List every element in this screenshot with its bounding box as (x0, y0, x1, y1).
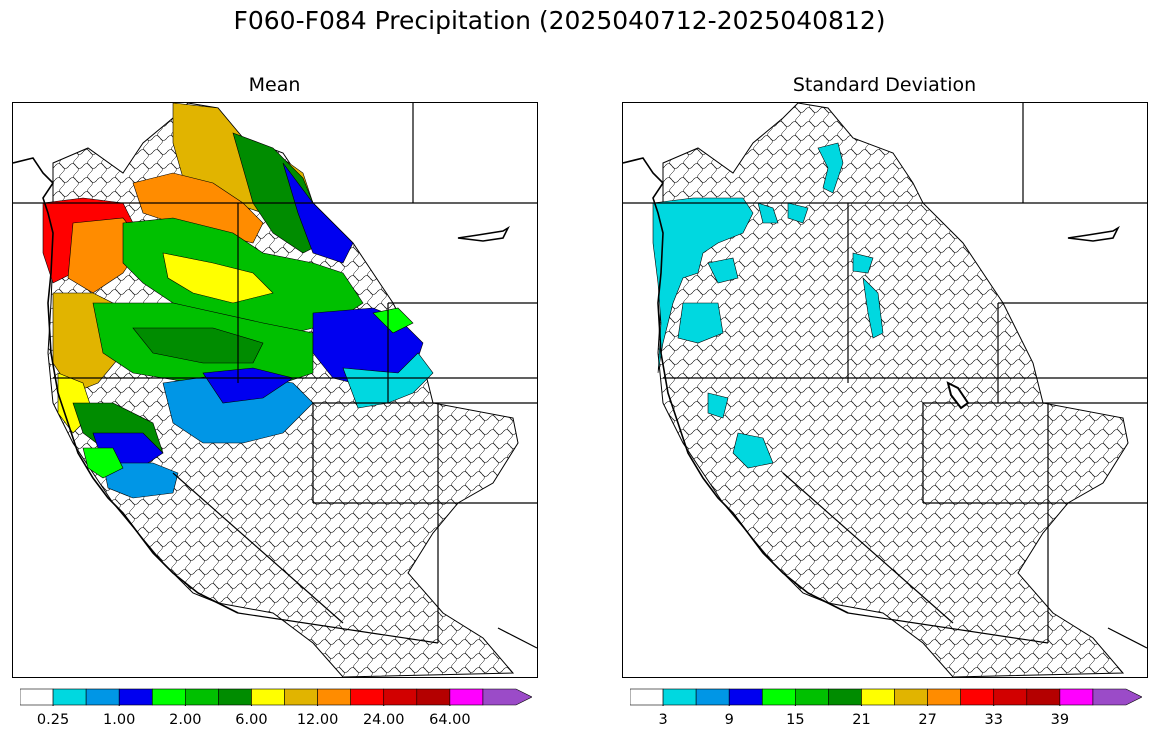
colorbar-tick-label: 21 (852, 712, 871, 728)
colorbar-swatch (630, 688, 664, 706)
colorbar-swatch (695, 688, 730, 706)
mean-colorbar (20, 688, 532, 706)
colorbar-tick-label: 0.25 (36, 712, 70, 728)
colorbar-swatch (251, 688, 285, 706)
colorbar-tick-label: 64.00 (429, 712, 471, 728)
colorbar-swatch (118, 688, 153, 706)
colorbar-swatch (52, 688, 87, 706)
coastline (623, 157, 849, 614)
stddev-colorbar (630, 688, 1142, 706)
mean-map-svg (13, 103, 537, 677)
colorbar-swatch (85, 688, 120, 706)
colorbar-swatch (317, 688, 351, 706)
colorbar-swatch (993, 688, 1028, 706)
colorbar-tick-label: 33 (984, 712, 1003, 728)
colorbar-swatch (20, 688, 54, 706)
mean-colorbar-labels: 0.25 1.00 2.00 6.00 12.00 24.00 64.00 (20, 712, 532, 732)
colorbar-swatch (416, 688, 451, 706)
colorbar-tick-label: 24.00 (362, 712, 405, 728)
state-borders (13, 103, 537, 649)
basin-domain (657, 103, 1129, 677)
colorbar-swatch (828, 688, 862, 706)
colorbar-swatch (185, 688, 219, 706)
colorbar-tick-label: 3 (658, 712, 668, 728)
colorbar-tick-label: 15 (786, 712, 805, 728)
colorbar-swatch (894, 688, 928, 706)
colorbar-swatch (383, 688, 418, 706)
stddev-colorbar-labels: 3 9 15 21 27 33 39 (630, 712, 1142, 732)
colorbar-swatch (1092, 688, 1142, 706)
colorbar-swatch (1026, 688, 1061, 706)
figure-title: F060-F084 Precipitation (2025040712-2025… (233, 6, 886, 35)
great-lakes (1067, 225, 1120, 242)
colorbar-swatch (449, 688, 484, 706)
colorbar-swatch (662, 688, 697, 706)
colorbar-swatch (728, 688, 763, 706)
colorbar-swatch (795, 688, 829, 706)
colorbar-swatch (761, 688, 796, 706)
colorbar-tick-label: 6.00 (235, 712, 268, 728)
mean-map (12, 102, 538, 678)
colorbar-swatch (151, 688, 186, 706)
colorbar-swatch (350, 688, 385, 706)
coastline (13, 157, 239, 614)
colorbar-swatch (861, 688, 895, 706)
colorbar-swatch (284, 688, 318, 706)
mean-precip-fill (42, 103, 434, 499)
great-salt-lake (946, 381, 970, 410)
colorbar-swatch (927, 688, 961, 706)
stddev-panel-title: Standard Deviation (792, 74, 977, 96)
stddev-map (622, 102, 1148, 678)
colorbar-swatch (482, 688, 532, 706)
colorbar-tick-label: 12.00 (296, 712, 339, 728)
colorbar-swatch (218, 688, 252, 706)
colorbar-swatch (960, 688, 995, 706)
stddev-precip-fill (652, 142, 884, 469)
colorbar-tick-label: 39 (1050, 712, 1070, 728)
colorbar-tick-label: 27 (918, 712, 937, 728)
colorbar-tick-label: 1.00 (103, 712, 136, 728)
colorbar-tick-label: 2.00 (169, 712, 202, 728)
colorbar-swatch (1059, 688, 1094, 706)
great-lakes (457, 225, 510, 242)
colorbar-tick-label: 9 (724, 712, 734, 728)
stddev-map-svg (623, 103, 1147, 677)
mean-panel-title: Mean (248, 74, 301, 96)
